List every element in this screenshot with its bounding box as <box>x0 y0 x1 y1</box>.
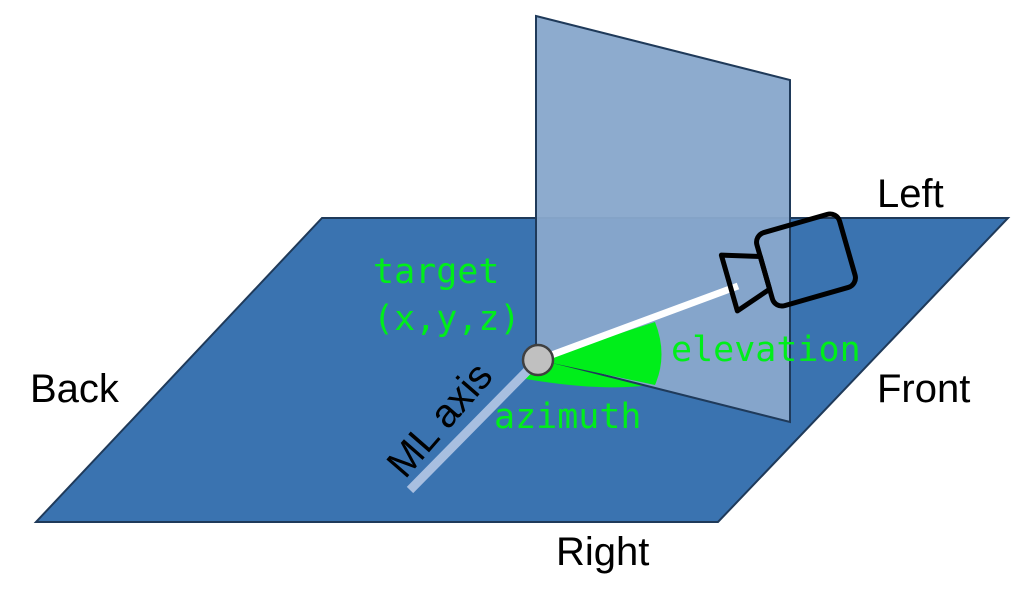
target-coordinates-label: (x,y,z) <box>373 299 521 339</box>
vertical-plane <box>535 14 791 424</box>
ml-axis-line <box>406 356 542 494</box>
azimuth-label: azimuth <box>494 397 642 437</box>
video-camera-icon <box>718 211 858 314</box>
view-line <box>536 282 740 364</box>
right-label: Right <box>556 530 649 574</box>
front-label: Front <box>877 367 970 411</box>
target-label: target <box>373 252 499 292</box>
left-label: Left <box>877 172 944 216</box>
target-point-icon <box>521 343 555 377</box>
elevation-wedge <box>538 322 662 385</box>
back-label: Back <box>30 367 120 411</box>
elevation-label: elevation <box>671 330 861 370</box>
